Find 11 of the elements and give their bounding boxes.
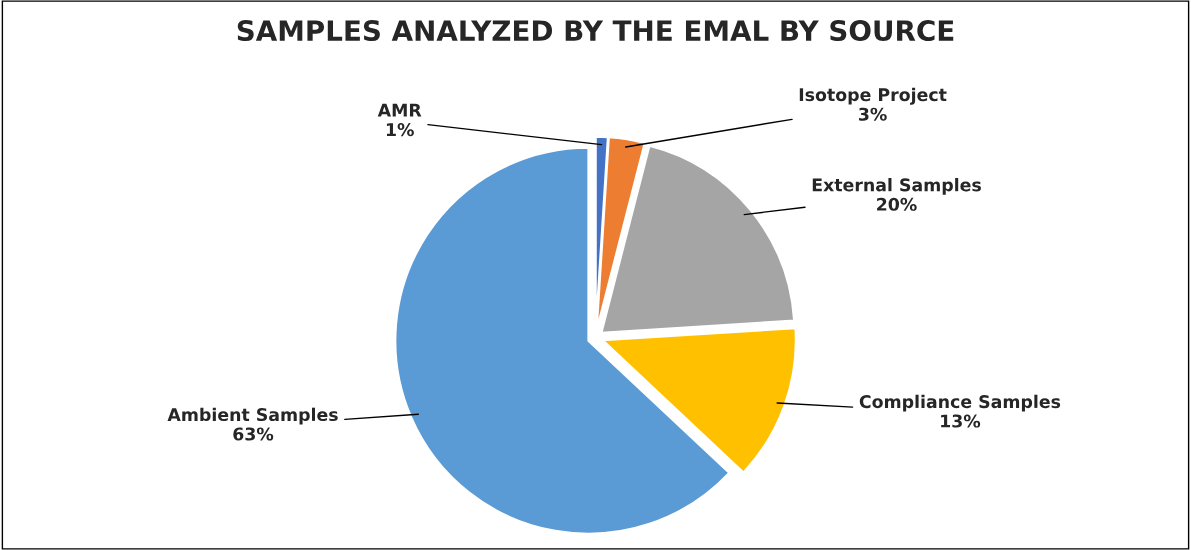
slice-label: Compliance Samples [859, 394, 1061, 412]
chart-title: SAMPLES ANALYZED BY THE EMAL BY SOURCE [237, 20, 954, 42]
data-label: 1% [386, 123, 414, 137]
data-label: 20% [877, 197, 917, 211]
data-label: 63% [233, 427, 274, 441]
data-label: 3% [859, 107, 887, 121]
slice-label: External Samples [812, 177, 981, 195]
slice-label: Ambient Samples [167, 407, 338, 425]
data-label: 13% [941, 414, 981, 428]
slice-label: Isotope Project [799, 87, 947, 105]
slice-label: AMR [377, 103, 422, 117]
